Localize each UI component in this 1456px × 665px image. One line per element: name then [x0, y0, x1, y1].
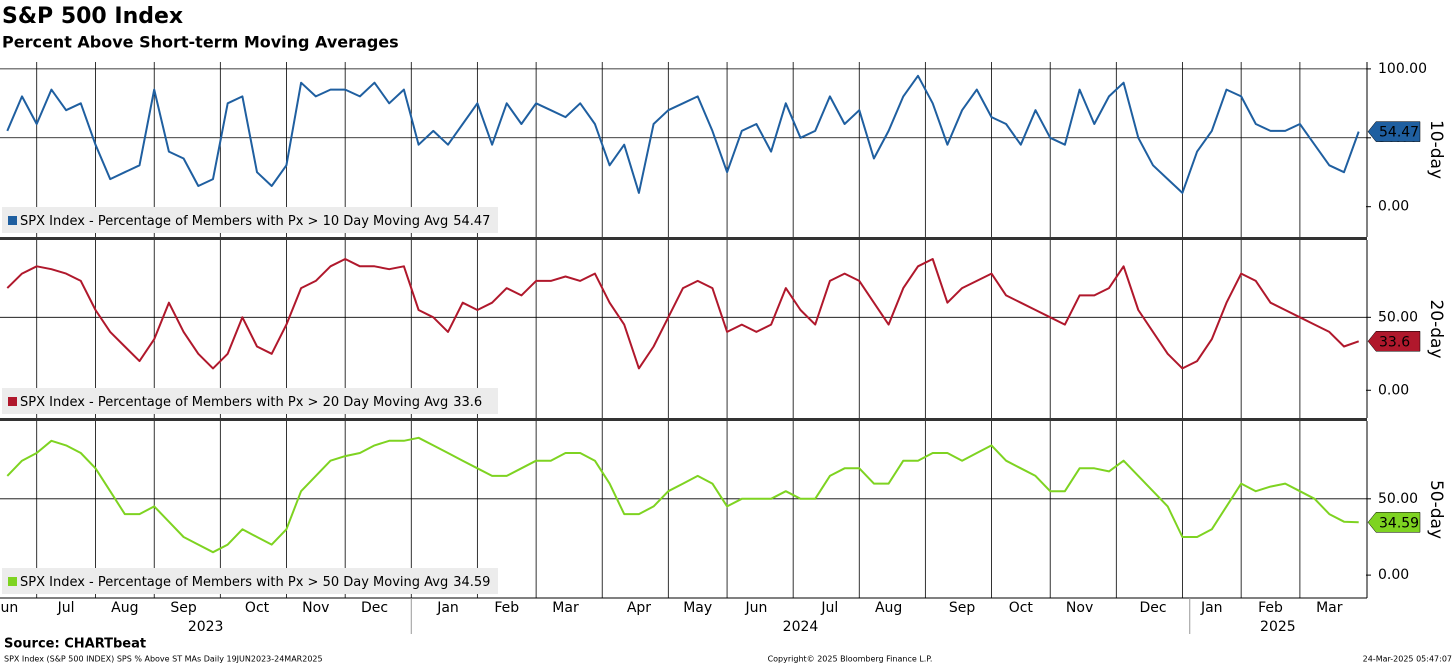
legend-name: SPX Index - Percentage of Members with P… [20, 575, 448, 590]
year-label: 2025 [1260, 619, 1296, 635]
legend-value: 33.6 [453, 395, 482, 410]
legend-box [2, 388, 498, 414]
year-label: 2023 [188, 619, 224, 635]
panel-separator [0, 418, 1367, 421]
legend-label: SPX Index - Percentage of Members with P… [20, 395, 482, 410]
x-tick-label: Oct [1009, 600, 1034, 616]
x-tick-label: Feb [494, 600, 519, 616]
value-tag [1367, 512, 1421, 533]
series-line [6, 436, 1359, 554]
x-tick-label: Jun [0, 600, 18, 616]
legend-value: 54.47 [453, 214, 490, 229]
x-tick-label: Mar [552, 600, 579, 616]
chart-title: S&P 500 Index [2, 4, 183, 29]
legend-label: SPX Index - Percentage of Members with P… [20, 214, 490, 229]
y-tick-label: 50.00 [1378, 309, 1418, 325]
legend-label: SPX Index - Percentage of Members with P… [20, 575, 490, 590]
x-tick-label: Jul [57, 600, 75, 616]
y-tick-label: 0.00 [1378, 199, 1409, 215]
x-tick-label: Aug [111, 600, 138, 616]
x-tick-label: Nov [302, 600, 329, 616]
x-tick-label: Nov [1066, 600, 1093, 616]
x-tick-label: Jun [745, 600, 768, 616]
source: Source: CHARTbeat [4, 637, 146, 652]
series-line [6, 74, 1360, 194]
x-tick-label: Feb [1258, 600, 1283, 616]
x-tick-label: Mar [1316, 600, 1343, 616]
value-tag [1367, 331, 1421, 352]
legend-swatch [8, 397, 17, 406]
x-tick-label: Apr [627, 600, 651, 616]
y-tick-label: 0.00 [1378, 382, 1409, 398]
value-tag-label: 33.6 [1379, 334, 1410, 350]
chart-subtitle: Percent Above Short-term Moving Averages [2, 33, 399, 52]
x-tick-label: Sep [949, 600, 976, 616]
axis-title: 50-day [1426, 480, 1446, 539]
y-tick-label: 100.00 [1378, 61, 1427, 77]
panel-separator [0, 237, 1367, 240]
axis-title: 10-day [1426, 120, 1446, 179]
x-tick-label: Sep [170, 600, 197, 616]
footer-left: SPX Index (S&P 500 INDEX) SPS % Above ST… [4, 655, 323, 664]
x-tick-label: Dec [361, 600, 388, 616]
value-tag-label: 34.59 [1379, 515, 1419, 531]
x-tick-label: Oct [245, 600, 270, 616]
x-tick-label: Jan [1200, 600, 1223, 616]
year-label: 2024 [783, 619, 819, 635]
value-tag-label: 54.47 [1379, 125, 1419, 141]
x-tick-label: May [683, 600, 712, 616]
y-tick-label: 0.00 [1378, 567, 1409, 583]
legend-swatch [8, 216, 17, 225]
legend-box [2, 207, 498, 233]
legend-name: SPX Index - Percentage of Members with P… [20, 395, 448, 410]
x-tick-label: Jul [820, 600, 838, 616]
y-tick-label: 50.00 [1378, 491, 1418, 507]
series-line [6, 258, 1360, 370]
x-tick-label: Aug [875, 600, 902, 616]
value-tag [1367, 121, 1421, 142]
axis-title: 20-day [1426, 299, 1446, 358]
x-tick-label: Jan [436, 600, 459, 616]
legend-name: SPX Index - Percentage of Members with P… [20, 214, 448, 229]
legend-value: 34.59 [453, 575, 490, 590]
x-tick-label: Dec [1139, 600, 1166, 616]
footer-right: 24-Mar-2025 05:47:07 [1363, 655, 1452, 664]
footer-center: Copyright© 2025 Bloomberg Finance L.P. [768, 655, 933, 664]
legend-box [2, 568, 498, 594]
legend-swatch [8, 577, 17, 586]
